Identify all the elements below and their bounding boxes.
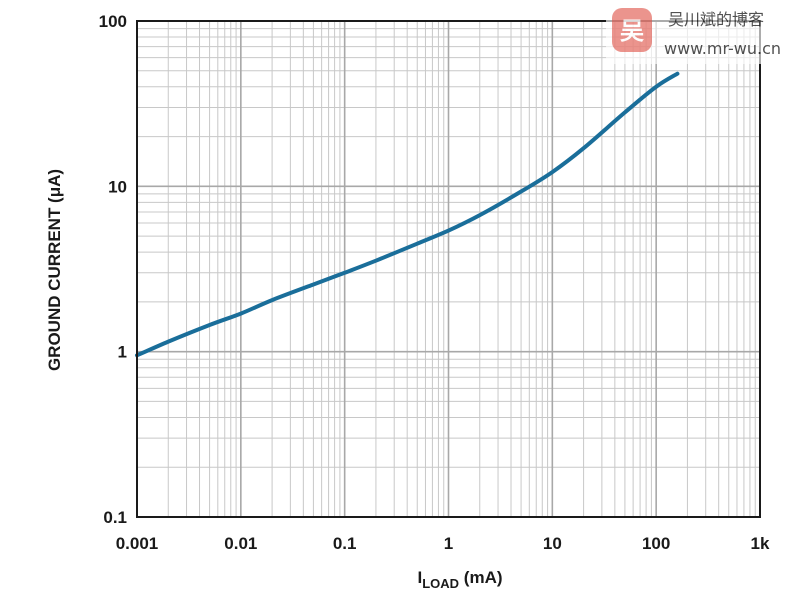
y-tick-label: 1 bbox=[118, 343, 127, 362]
y-axis-title: GROUND CURRENT (μA) bbox=[45, 169, 64, 371]
watermark-logo-icon bbox=[612, 8, 652, 52]
watermark-name: 吴川斌的博客 bbox=[668, 10, 764, 29]
x-tick-label: 0.001 bbox=[116, 534, 159, 553]
ground-current-series-line bbox=[135, 71, 680, 358]
x-tick-label: 100 bbox=[642, 534, 670, 553]
watermark-logo-glyph: 吴 bbox=[620, 17, 644, 45]
x-tick-label: 1 bbox=[444, 534, 453, 553]
watermark: 吴 吴川斌的博客 www.mr-wu.cn bbox=[606, 0, 800, 64]
y-tick-label: 0.1 bbox=[103, 508, 127, 527]
plot-frame bbox=[136, 20, 761, 518]
x-tick-labels: 0.001 0.01 0.1 1 10 100 1k bbox=[116, 534, 770, 553]
x-axis-title: ILOAD (mA) bbox=[417, 568, 502, 591]
x-tick-label: 10 bbox=[543, 534, 562, 553]
x-tick-label: 0.1 bbox=[333, 534, 357, 553]
x-tick-label: 0.01 bbox=[224, 534, 257, 553]
major-grid bbox=[137, 21, 760, 517]
watermark-url: www.mr-wu.cn bbox=[664, 39, 781, 58]
y-tick-labels: 0.1 1 10 100 bbox=[99, 12, 127, 527]
x-tick-label: 1k bbox=[751, 534, 770, 553]
series-layer bbox=[135, 71, 680, 358]
y-tick-label: 100 bbox=[99, 12, 127, 31]
y-tick-label: 10 bbox=[108, 177, 127, 196]
